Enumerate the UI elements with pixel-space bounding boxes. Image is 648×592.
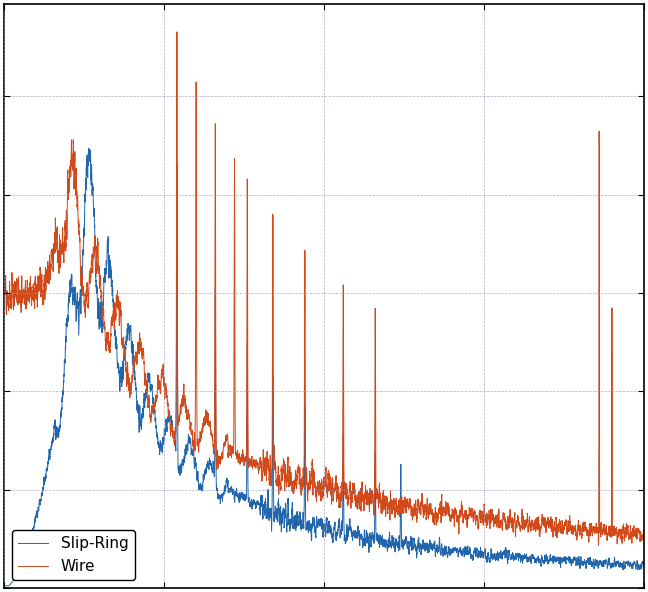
Line: Wire: Wire <box>4 32 644 545</box>
Wire <box>379 508 387 515</box>
Line: Slip-Ring: Slip-Ring <box>4 149 644 586</box>
Slip-Ring <box>407 533 415 540</box>
Wire <box>232 449 240 456</box>
Wire <box>474 523 482 530</box>
Wire <box>595 542 603 549</box>
Wire <box>640 527 648 534</box>
Slip-Ring <box>509 549 516 556</box>
Slip-Ring <box>379 542 387 549</box>
Legend: Slip-Ring, Wire: Slip-Ring, Wire <box>12 530 135 580</box>
Wire <box>407 506 415 513</box>
Slip-Ring <box>0 583 8 590</box>
Wire <box>32 292 40 300</box>
Wire <box>173 28 181 36</box>
Slip-Ring <box>474 552 482 559</box>
Slip-Ring <box>640 561 648 568</box>
Slip-Ring <box>85 145 93 152</box>
Wire <box>509 522 516 529</box>
Wire <box>0 292 8 300</box>
Slip-Ring <box>232 492 240 499</box>
Slip-Ring <box>32 510 40 517</box>
